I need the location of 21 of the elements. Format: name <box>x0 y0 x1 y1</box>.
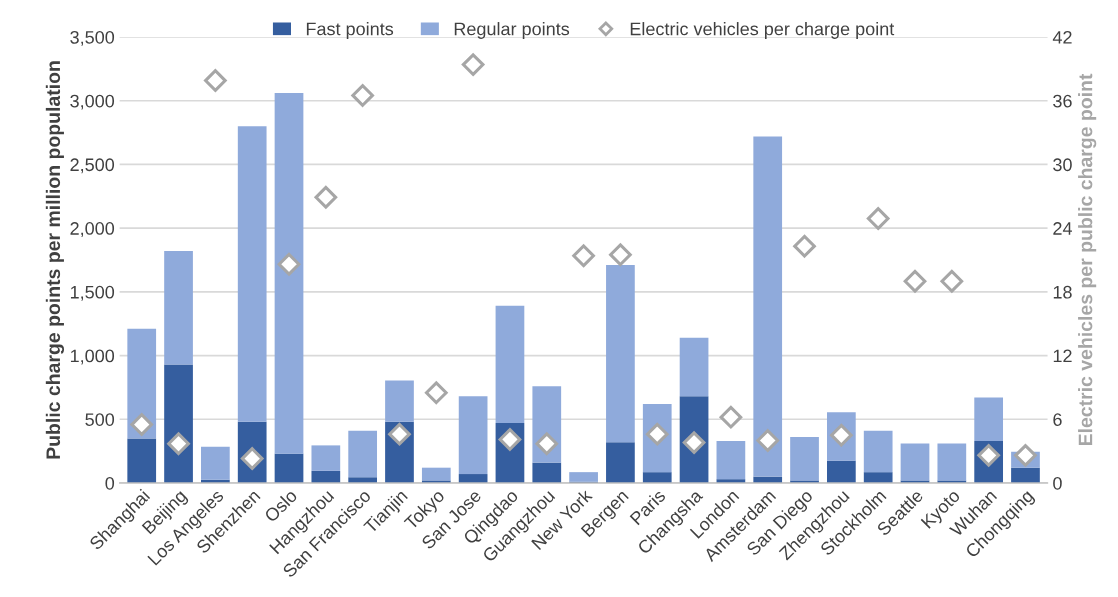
y2-tick-label: 0 <box>1053 476 1062 490</box>
y-tick-label: 3,000 <box>70 94 115 110</box>
y-axis-title: Public charge points per million population <box>45 61 65 459</box>
y-tick-label: 2,500 <box>70 158 115 174</box>
y-tick-label: 500 <box>85 413 115 426</box>
y2-tick-label: 24 <box>1053 222 1072 235</box>
y2-tick-label: 42 <box>1052 30 1072 44</box>
y-tick-label: 1,000 <box>70 349 115 365</box>
y2-tick-label: 36 <box>1053 94 1072 108</box>
legend-label: Fast points <box>306 22 394 39</box>
y2-tick-label: 30 <box>1053 158 1072 172</box>
legend-label: Electric vehicles per charge point <box>630 22 895 39</box>
y-tick-label: 2,000 <box>70 222 115 237</box>
y-tick-label: 0 <box>105 476 115 490</box>
y2-axis-title: Electric vehicles per public charge point <box>1078 73 1097 446</box>
y2-tick-label: 18 <box>1053 285 1072 299</box>
y-tick-label: 1,500 <box>70 285 115 301</box>
y2-tick-label: 6 <box>1053 413 1062 426</box>
y-tick-label: 3,500 <box>70 30 115 46</box>
legend-label: Regular points <box>454 22 570 39</box>
y2-tick-label: 12 <box>1053 349 1072 363</box>
